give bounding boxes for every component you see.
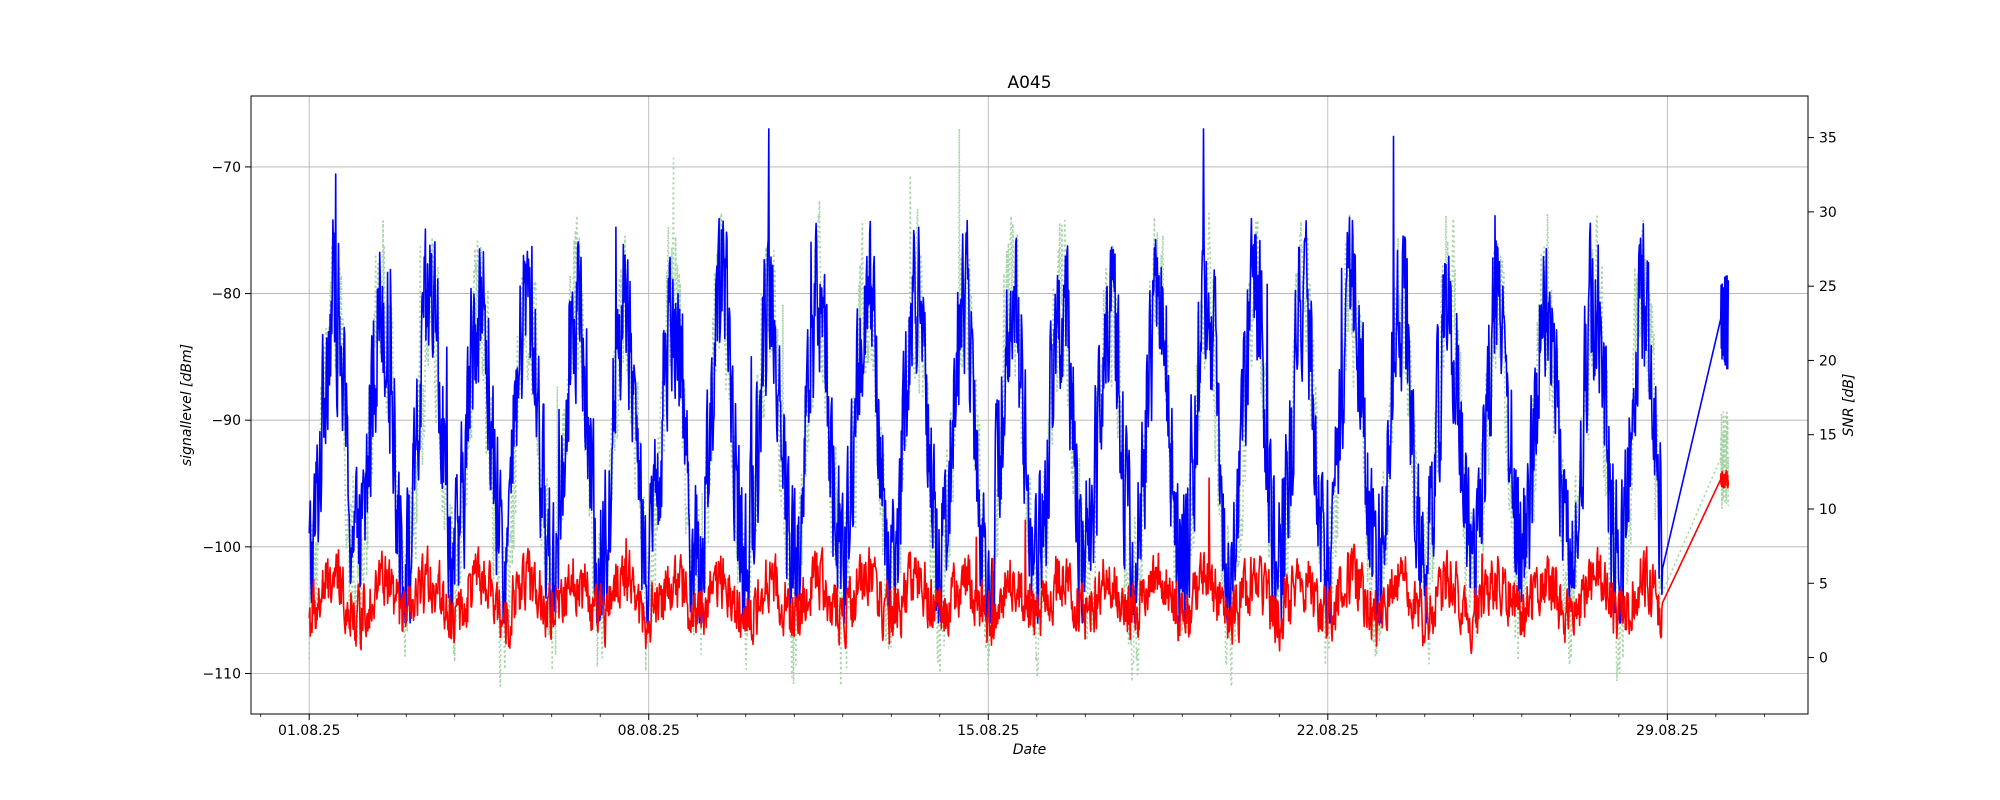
series-line-snr [308,469,1730,655]
y-tick-label-right: 25 [1819,279,1837,295]
x-tick-label: 08.08.25 [618,723,680,739]
y-ticks-left: −110 −100 −90 −80 −70 [203,160,251,682]
x-tick-label: 29.08.25 [1636,723,1698,739]
series-line-signallevel-secondary- [308,128,1730,687]
y-tick-label-left: −110 [203,666,241,682]
plot-frame [250,95,1809,715]
y-tick-label-left: −70 [211,160,241,176]
y-tick-label-right: 15 [1819,428,1837,444]
y-tick-label-left: −90 [211,413,241,429]
x-tick-label: 15.08.25 [957,723,1019,739]
y-tick-label-right: 10 [1819,502,1837,518]
y-tick-label-right: 35 [1819,131,1837,147]
x-axis-label: Date [1013,742,1046,758]
series-line-signallevel [308,128,1730,624]
y-tick-label-left: −80 [211,287,241,303]
y-tick-label-right: 30 [1819,205,1837,221]
y-tick-label-right: 0 [1819,651,1828,667]
y-axis-label-left: signallevel [dBm] [179,344,195,466]
y-tick-label-left: −100 [203,540,241,556]
chart-title: A045 [1007,73,1051,93]
x-tick-label: 01.08.25 [278,723,340,739]
y-ticks-right: 0 5 10 15 20 25 30 35 [1808,131,1837,667]
x-ticks: 01.08.25 08.08.25 15.08.25 22.08.25 29.08.25 [260,714,1765,739]
series-layer [308,128,1730,687]
y-tick-label-right: 5 [1819,576,1828,592]
y-axis-label-right: SNR [dB] [1841,374,1857,437]
x-tick-label: 22.08.25 [1297,723,1359,739]
y-tick-label-right: 20 [1819,353,1837,369]
